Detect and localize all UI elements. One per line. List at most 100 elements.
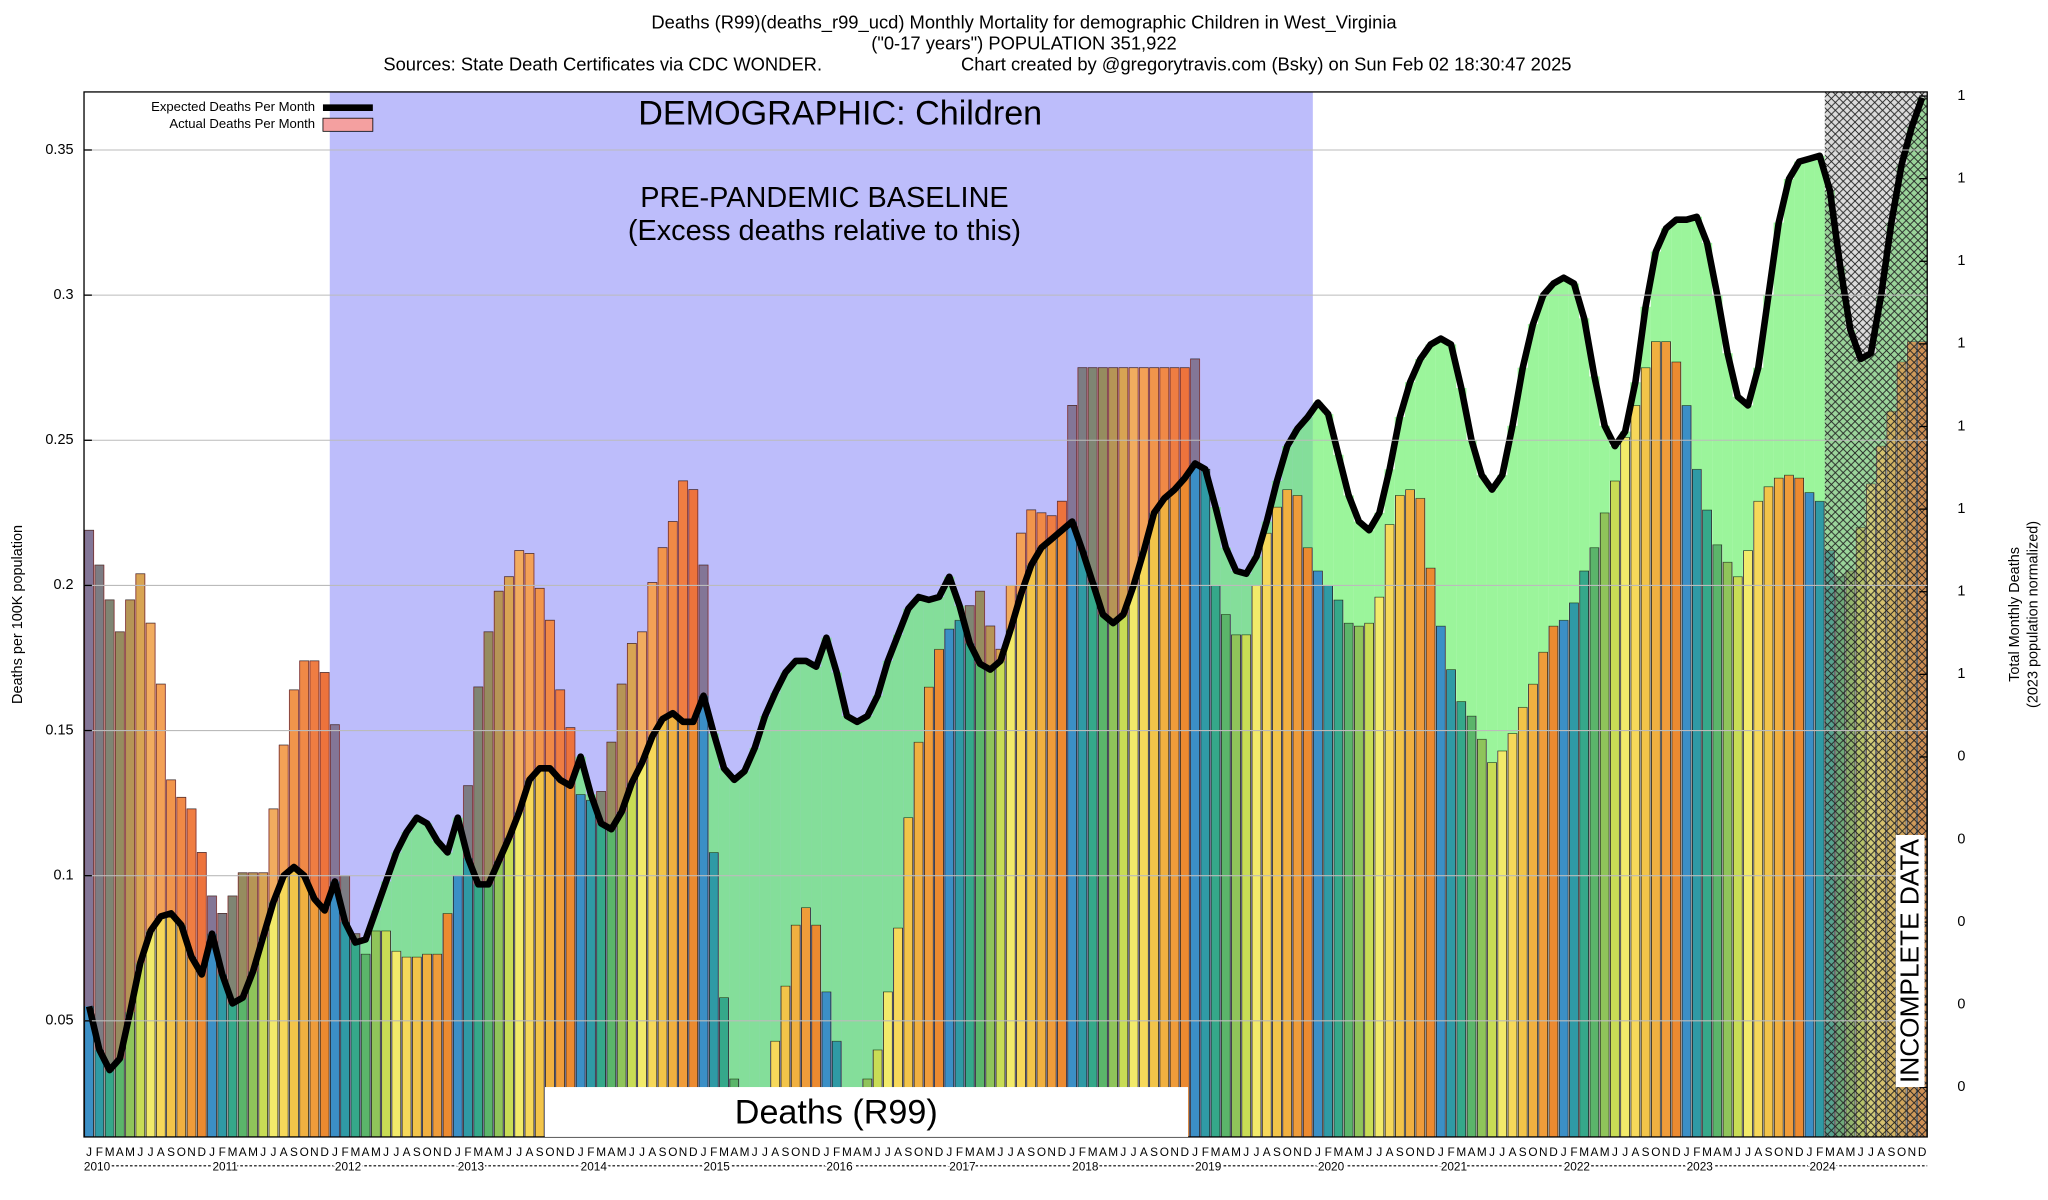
x-tick-label: J <box>629 1145 635 1159</box>
excess-area <box>186 808 197 957</box>
excess-area <box>247 872 259 972</box>
x-tick-label: N <box>802 1145 811 1159</box>
bar <box>1763 486 1774 1137</box>
y-axis-label: Deaths per 100K population <box>10 525 26 704</box>
bar <box>995 648 1006 1137</box>
x-tick-label: O <box>1283 1145 1292 1159</box>
excess-area <box>852 721 863 1137</box>
bar <box>1425 567 1436 1137</box>
bar <box>1753 500 1764 1137</box>
excess-area <box>1701 242 1713 510</box>
excess-area <box>94 565 105 1050</box>
x-tick-label: D <box>1549 1145 1558 1159</box>
x-tick-label: S <box>290 1145 298 1159</box>
x-tick-label: N <box>1416 1145 1425 1159</box>
excess-area <box>258 872 269 937</box>
bar <box>657 547 668 1137</box>
x-tick-label: A <box>1590 1145 1598 1159</box>
x-tick-label: N <box>556 1145 565 1159</box>
excess-area <box>555 689 566 780</box>
x-tick-label: A <box>976 1145 984 1159</box>
excess-area <box>923 599 934 688</box>
excess-area <box>1445 344 1457 670</box>
year-label: 2014 <box>581 1159 608 1173</box>
x-tick-label: J <box>1376 1145 1382 1159</box>
x-tick-label: M <box>494 1145 504 1159</box>
excess-area <box>1179 367 1190 479</box>
bar <box>954 619 965 1137</box>
bar <box>1200 468 1211 1137</box>
bar <box>381 930 391 1137</box>
excess-area <box>1804 158 1815 493</box>
bar <box>1405 489 1415 1137</box>
bar <box>452 875 463 1137</box>
excess-area <box>1568 283 1580 603</box>
x-tick-label: J <box>1735 1145 1741 1159</box>
excess-area <box>104 599 115 1071</box>
bar <box>1804 492 1815 1137</box>
year-label: 2011 <box>212 1159 237 1173</box>
excess-area <box>1077 367 1088 551</box>
x-tick-label: D <box>1181 1145 1190 1159</box>
excess-area <box>1374 512 1385 598</box>
excess-area <box>462 785 474 859</box>
x-tick-label: M <box>1088 1145 1098 1159</box>
x-tick-label: N <box>433 1145 442 1159</box>
bar <box>176 796 187 1137</box>
bar <box>289 689 299 1137</box>
x-tick-label: M <box>719 1145 729 1159</box>
x-tick-label: N <box>1539 1145 1548 1159</box>
excess-area <box>1292 428 1303 496</box>
excess-area <box>1599 425 1610 513</box>
bar <box>565 727 576 1137</box>
excess-area <box>1394 417 1405 496</box>
excess-area <box>647 582 658 737</box>
excess-area <box>1435 338 1446 627</box>
excess-area <box>759 716 771 1137</box>
bar <box>1456 701 1467 1137</box>
bar <box>1046 515 1057 1137</box>
bar <box>934 648 944 1137</box>
bar <box>1128 367 1139 1137</box>
y-tick-label: 0.15 <box>45 722 73 738</box>
excess-area <box>1189 358 1201 464</box>
excess-area <box>1814 155 1825 502</box>
excess-area <box>124 599 136 1013</box>
x-tick-label: J <box>506 1145 512 1159</box>
bar <box>1517 706 1528 1137</box>
x-tick-label: A <box>607 1145 615 1159</box>
excess-area <box>1128 367 1139 586</box>
x-tick-label: J <box>885 1145 891 1159</box>
x-tick-label: O <box>1897 1145 1906 1159</box>
excess-area <box>882 660 893 992</box>
excess-area <box>616 684 627 812</box>
bar <box>473 686 484 1137</box>
bar <box>1005 585 1016 1137</box>
x-tick-label: O <box>1774 1145 1783 1159</box>
x-tick-label: N <box>1047 1145 1056 1159</box>
bar <box>145 622 156 1137</box>
bar <box>1476 738 1487 1137</box>
excess-area <box>1404 382 1416 490</box>
excess-area <box>1497 475 1508 751</box>
x-tick-label: N <box>1785 1145 1794 1159</box>
year-label: 2020 <box>1318 1159 1345 1173</box>
x-tick-label: J <box>1489 1145 1495 1159</box>
excess-area <box>340 875 351 923</box>
x-tick-label: M <box>985 1145 995 1159</box>
x-tick-label: A <box>1345 1145 1353 1159</box>
annotation: Deaths (R99) <box>735 1094 938 1132</box>
bar <box>1395 495 1405 1137</box>
bar <box>135 573 146 1137</box>
excess-area <box>1302 417 1313 548</box>
excess-area <box>544 620 556 769</box>
legend-label: Expected Deaths Per Month <box>151 99 315 114</box>
excess-area <box>565 727 576 786</box>
excess-area <box>1527 324 1539 685</box>
x-tick-label: A <box>730 1145 738 1159</box>
y2-tick-label: 1 <box>1957 584 1965 600</box>
x-tick-label: M <box>1600 1145 1610 1159</box>
x-tick-label: J <box>1612 1145 1618 1159</box>
bar <box>1814 500 1825 1137</box>
x-tick-label: S <box>1150 1145 1158 1159</box>
